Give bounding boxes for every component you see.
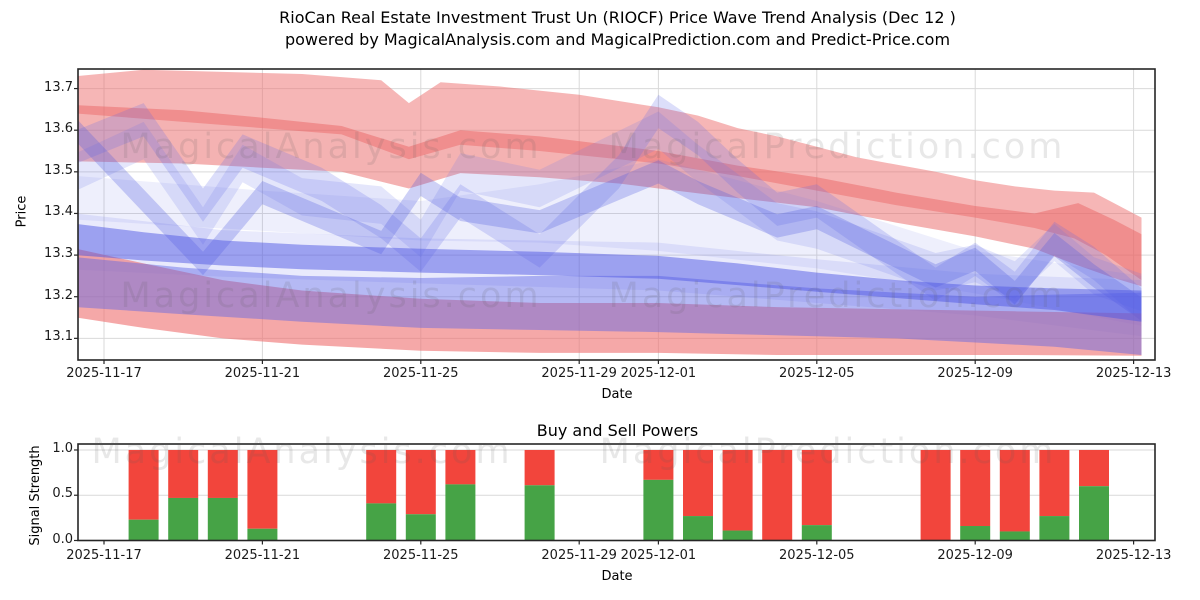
sell-power-bar <box>801 449 832 526</box>
figure-subtitle: powered by MagicalAnalysis.com and Magic… <box>284 30 951 49</box>
y-tick-label: 13.7 <box>44 79 73 95</box>
x-tick-label: 2025-12-05 <box>779 548 855 563</box>
sell-power-bar <box>366 449 397 504</box>
x-tick-label: 2025-11-17 <box>66 548 142 563</box>
plot-frame <box>77 68 1156 361</box>
sell-power-bar <box>405 449 436 515</box>
band-upper-red-band-inner <box>78 105 1142 287</box>
power-x-axis-label: Date <box>601 569 633 584</box>
x-tick-label: 2025-11-25 <box>383 366 459 381</box>
sell-power-bar <box>128 449 159 520</box>
sell-power-bar <box>762 449 793 541</box>
buy-power-bar <box>524 485 555 541</box>
power-bars-group <box>128 449 1109 541</box>
band-lower-red-band <box>78 249 1142 356</box>
band-upper-red-band-outer <box>78 69 1142 281</box>
sell-power-bar <box>960 449 991 527</box>
buy-power-bar <box>445 484 476 541</box>
x-tick-label: 2025-11-21 <box>224 548 301 563</box>
y-tick-label: 0.0 <box>52 531 73 547</box>
band-blue-strip-band <box>78 224 1142 322</box>
x-tick-label: 2025-11-25 <box>383 548 459 563</box>
y-tick-label: 13.4 <box>44 204 73 220</box>
x-tick-label: 2025-12-09 <box>937 548 1013 563</box>
buy-power-bar <box>683 516 713 541</box>
y-tick-label: 13.6 <box>44 121 73 137</box>
sell-power-bar <box>247 449 278 529</box>
buy-power-bar <box>1039 516 1070 541</box>
figure-title: RioCan Real Estate Investment Trust Un (… <box>279 8 956 27</box>
x-tick-label: 2025-12-01 <box>620 548 697 563</box>
sell-power-bar <box>722 449 753 531</box>
price-y-axis-label: Price <box>14 195 30 228</box>
y-tick-label: 0.5 <box>52 486 73 502</box>
buy-power-bar <box>405 514 436 541</box>
x-tick-label: 2025-11-29 <box>541 366 617 381</box>
sell-power-bar <box>168 449 199 498</box>
sell-power-bar <box>445 449 476 485</box>
sell-power-bar <box>1079 449 1109 487</box>
x-tick-label: 2025-12-01 <box>620 366 697 381</box>
buy-power-bar <box>247 528 278 541</box>
band-wide-blue-lower-band <box>78 257 1142 355</box>
buy-power-bar <box>1079 486 1109 541</box>
y-tick-label: 13.5 <box>44 162 73 178</box>
sell-power-bar <box>920 449 951 541</box>
buy-power-bar <box>128 519 159 541</box>
sell-power-bar <box>524 449 555 486</box>
price-x-axis-label: Date <box>601 387 633 402</box>
y-tick-label: 13.2 <box>44 287 73 303</box>
buy-power-bar <box>960 526 991 541</box>
y-tick-label: 13.3 <box>44 246 73 262</box>
buy-power-bar <box>643 479 674 541</box>
sell-power-bar <box>643 449 674 480</box>
power-y-axis-label: Signal Strength <box>28 445 43 546</box>
buy-power-bar <box>722 530 753 541</box>
sell-power-bar <box>999 449 1030 532</box>
buy-power-bar <box>366 503 397 541</box>
x-tick-label: 2025-11-29 <box>541 548 617 563</box>
x-tick-label: 2025-11-17 <box>66 366 142 381</box>
x-tick-label: 2025-12-13 <box>1095 548 1172 563</box>
x-tick-label: 2025-12-09 <box>937 366 1013 381</box>
buy-power-bar <box>168 497 199 541</box>
y-tick-label: 1.0 <box>52 440 73 456</box>
sell-power-bar <box>207 449 238 498</box>
power-chart-title: Buy and Sell Powers <box>536 421 699 440</box>
x-tick-label: 2025-11-21 <box>224 366 301 381</box>
band-zigzag-blue-light <box>78 111 1142 312</box>
band-wide-faint-blue-band <box>78 159 1142 326</box>
plot-frame <box>77 443 1156 542</box>
x-tick-label: 2025-12-13 <box>1095 366 1172 381</box>
sell-power-bar <box>683 449 713 517</box>
x-tick-label: 2025-12-05 <box>779 366 855 381</box>
price-bands-group <box>78 69 1142 356</box>
buy-power-bar <box>801 525 832 541</box>
buy-power-bar <box>207 497 238 541</box>
y-tick-label: 13.1 <box>44 329 73 345</box>
buy-power-bar <box>999 531 1030 541</box>
sell-power-bar <box>1039 449 1070 517</box>
